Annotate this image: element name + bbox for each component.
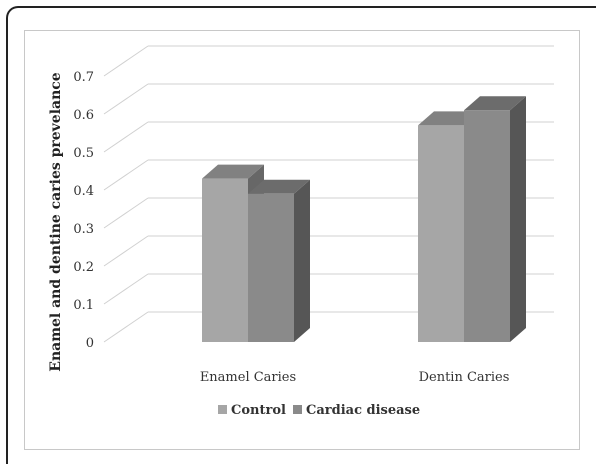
gridline-diagonal: [103, 159, 149, 191]
y-tick-label: 0: [86, 336, 94, 351]
legend-item: Cardiac disease: [293, 403, 420, 418]
y-tick-label: 0.6: [73, 108, 94, 123]
gridline-diagonal: [103, 311, 149, 343]
y-tick-label: 0.2: [73, 260, 94, 275]
y-tick-label: 0.7: [73, 70, 94, 85]
gridline-diagonal: [103, 83, 149, 115]
bar-cardiac-disease: [464, 96, 526, 342]
outer-frame: [6, 6, 596, 464]
gridline-diagonal: [103, 235, 149, 267]
y-axis-label: Enamel and dentine caries prevelance: [48, 72, 64, 372]
y-tick-label: 0.3: [73, 222, 94, 237]
x-tick-label: Enamel Caries: [200, 370, 296, 385]
gridline-diagonal: [103, 121, 149, 153]
legend-item: Control: [218, 403, 286, 418]
x-tick-label: Dentin Caries: [419, 370, 510, 385]
y-tick-label: 0.1: [73, 298, 94, 313]
bar-cardiac-disease: [248, 179, 310, 342]
legend-swatch: [293, 405, 302, 414]
y-tick-label: 0.4: [73, 184, 94, 199]
gridline-diagonal: [103, 273, 149, 305]
gridline-diagonal: [103, 45, 149, 77]
legend: Control Cardiac disease: [218, 403, 420, 418]
legend-label: Cardiac disease: [306, 403, 420, 418]
legend-swatch: [218, 405, 227, 414]
legend-label: Control: [231, 403, 286, 418]
y-tick-label: 0.5: [73, 146, 94, 161]
gridline-diagonal: [103, 197, 149, 229]
